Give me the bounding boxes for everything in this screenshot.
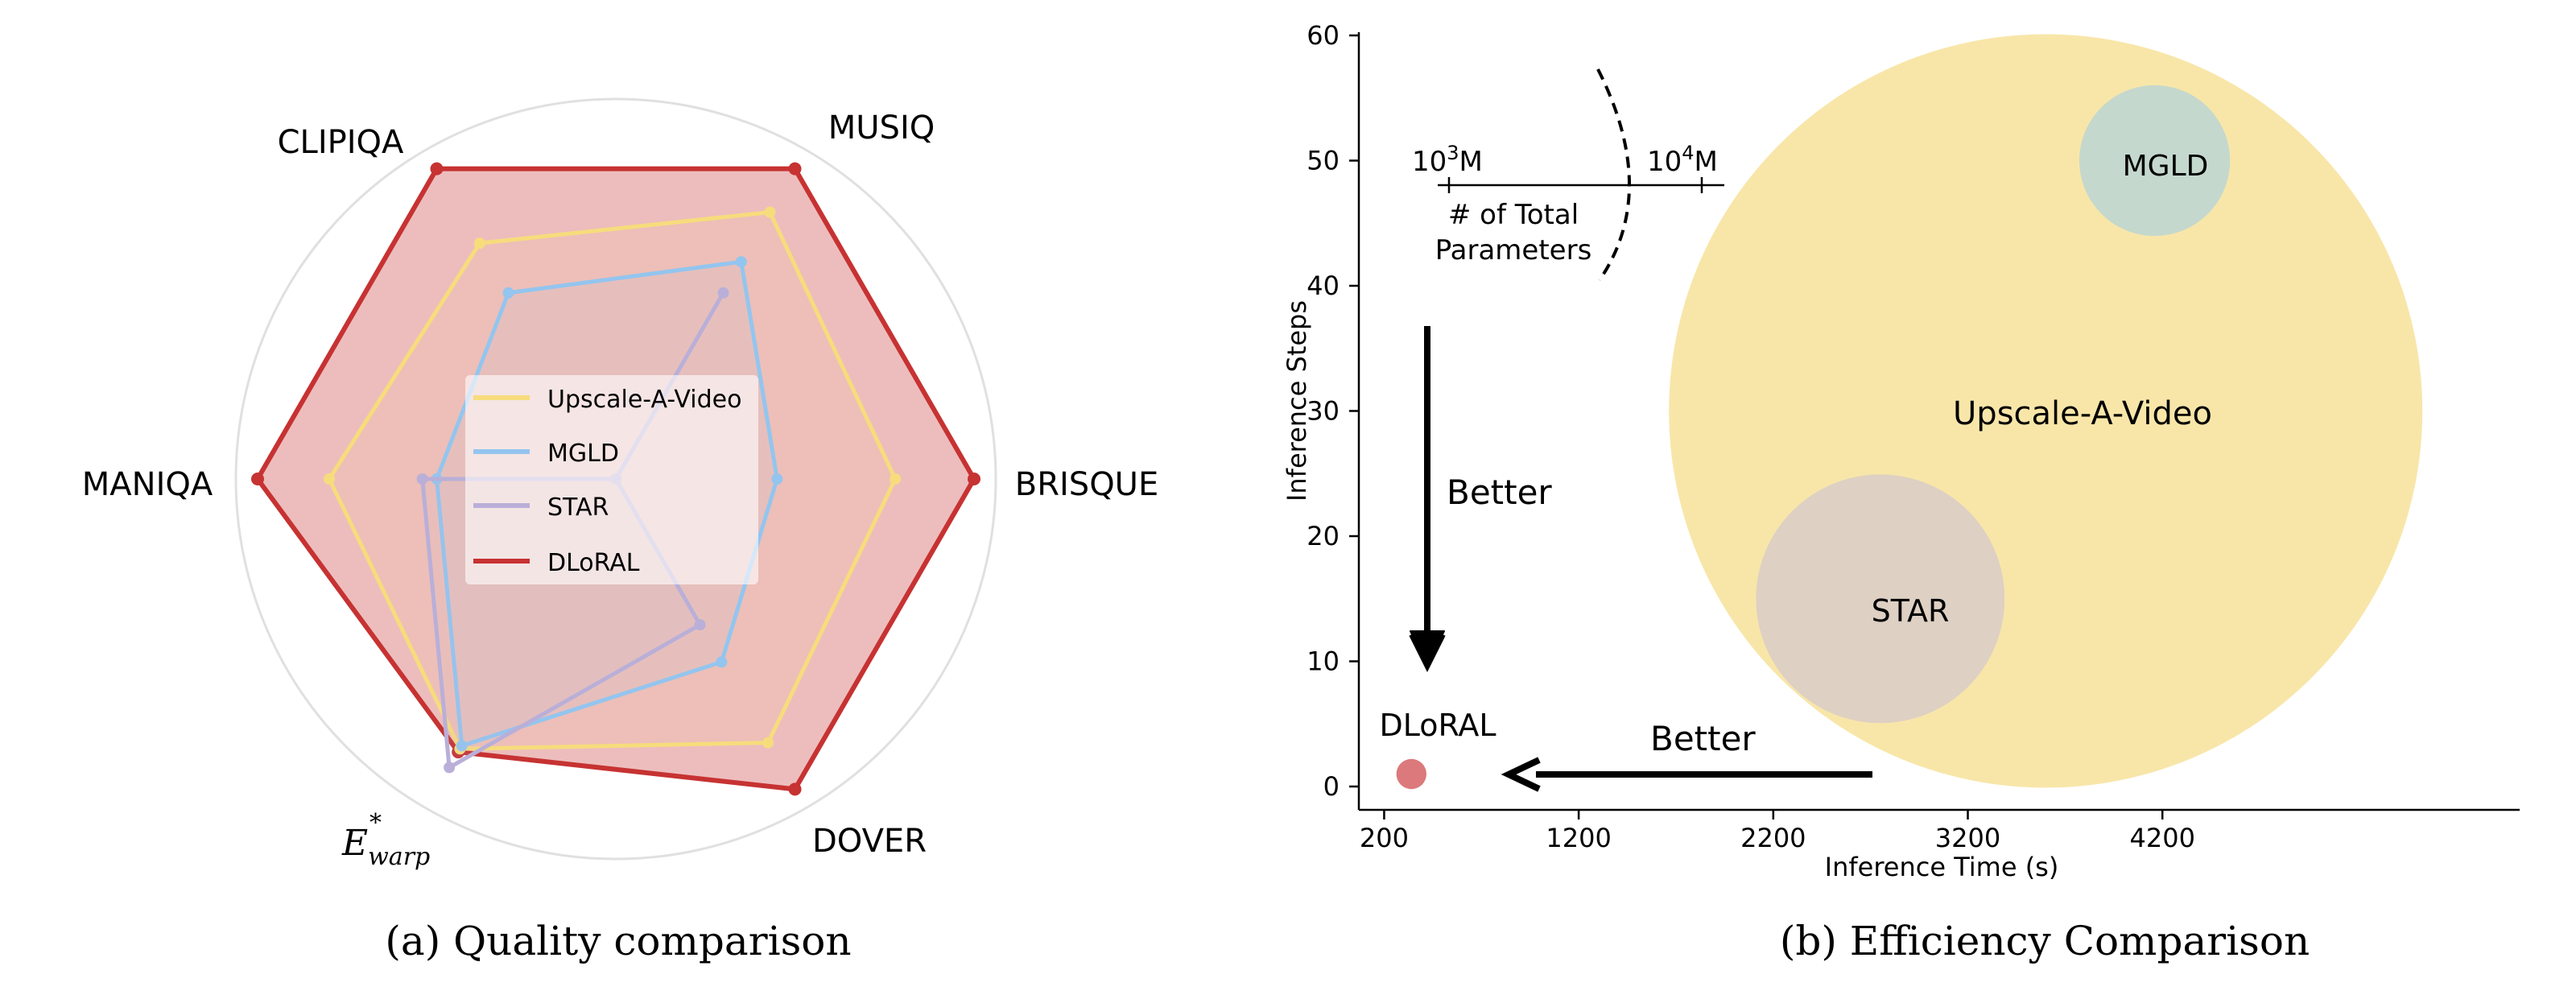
radar-legend-box [465,375,758,584]
radar-point-upscale-a-video-brisque [890,473,902,485]
y-tick-label-20: 20 [1307,521,1340,551]
radar-point-upscale-a-video-dover [762,737,774,749]
y-tick-label-40: 40 [1307,270,1340,301]
radar-axis-label-ewarp: Ewarp [341,823,430,871]
x-tick-label-200: 200 [1360,823,1409,853]
radar-point-dloral-brisque [968,473,980,485]
radar-point-mgld-brisque [771,473,783,485]
radar-point-dloral-clipiqa [430,162,444,175]
radar-point-mgld-clipiqa [502,287,514,299]
caption-efficiency-comparison: (b) Efficiency Comparison [1780,918,2310,964]
radar-axis-label-dover: DOVER [812,823,927,860]
y-tick-label-10: 10 [1307,646,1340,677]
params-scale-arc [1596,68,1631,282]
radar-axis-label-ewarp-main: E [341,823,368,864]
radar-legend: Upscale-A-Video MGLD STAR DLoRAL [465,375,758,584]
bubble-label-star: STAR [1872,593,1950,629]
better-label-horizontal: Better [1650,719,1756,758]
bubble-label-mgld: MGLD [2123,150,2209,183]
radar-point-star-dover [694,619,706,631]
better-arrow-horizontal [1501,757,1872,792]
bubble-x-axis-label: Inference Time (s) [1825,852,2059,882]
bubble-x-ticks: 200 1200 2200 3200 4200 [1360,810,2195,853]
radar-point-dloral-maniqa [251,473,264,485]
radar-point-upscale-a-video-clipiqa [473,237,485,250]
radar-point-mgld-dover [716,656,728,668]
bubble-label-upscale-a-video: Upscale-A-Video [1953,395,2212,432]
params-legend-label-line1: # of Total [1448,199,1579,231]
bubble-star [1756,474,2005,724]
radar-point-dloral-dover [788,782,802,796]
x-tick-label-2200: 2200 [1740,823,1806,853]
x-tick-label-1200: 1200 [1546,823,1611,853]
radar-chart: MUSIQ BRISQUE DOVER Ewarp * MANIQA CLIPI… [82,97,1158,964]
radar-point-dloral-musiq [788,162,802,175]
x-tick-label-3200: 3200 [1935,823,2000,853]
params-scale-right-label: 104M [1647,142,1718,178]
better-label-vertical: Better [1447,473,1552,512]
radar-point-star-e-warp [444,762,456,774]
bubble-chart: 0 10 20 30 40 50 60 200 1200 2200 3200 4200 Infere… [1282,20,2520,964]
bubble-y-axis-label: Inference Steps [1282,300,1312,502]
radar-point-upscale-a-video-maniqa [324,473,335,485]
radar-point-mgld-e-warp [456,740,468,752]
y-tick-label-0: 0 [1323,771,1340,802]
caption-quality-comparison: (a) Quality comparison [385,918,851,964]
legend-label-upscale-a-video: Upscale-A-Video [547,386,741,414]
legend-label-star: STAR [547,493,609,522]
better-arrow-vertical [1409,326,1446,672]
params-size-legend: 103M 104M # of Total Parameters [1412,68,1724,282]
bubble-mgld [2079,85,2231,237]
y-tick-label-30: 30 [1307,396,1340,427]
radar-point-upscale-a-video-musiq [764,206,776,218]
bubble-group [1396,34,2423,790]
radar-axis-label-clipiqa: CLIPIQA [278,124,404,161]
bubble-y-ticks: 0 10 20 30 40 50 60 [1307,20,1359,802]
radar-point-star-musiq [717,287,729,299]
params-legend-label-line2: Parameters [1435,234,1592,266]
bubble-label-dloral: DLoRAL [1379,708,1496,743]
radar-point-star-maniqa [416,473,428,485]
radar-axis-label-maniqa: MANIQA [82,466,213,503]
params-scale-left-label: 103M [1412,142,1483,178]
radar-axis-label-brisque: BRISQUE [1015,466,1158,503]
y-tick-label-60: 60 [1307,20,1340,51]
radar-axis-label-musiq: MUSIQ [828,109,935,147]
legend-label-mgld: MGLD [547,440,619,468]
radar-axis-label-ewarp-sub: warp [368,843,430,871]
bubble-dloral [1396,758,1427,790]
y-tick-label-50: 50 [1307,146,1340,176]
legend-label-dloral: DLoRAL [547,549,640,577]
radar-point-mgld-musiq [735,256,747,268]
x-tick-label-4200: 4200 [2130,823,2195,853]
radar-axis-label-ewarp-sup: * [369,809,382,837]
radar-outer-ring [234,97,997,861]
